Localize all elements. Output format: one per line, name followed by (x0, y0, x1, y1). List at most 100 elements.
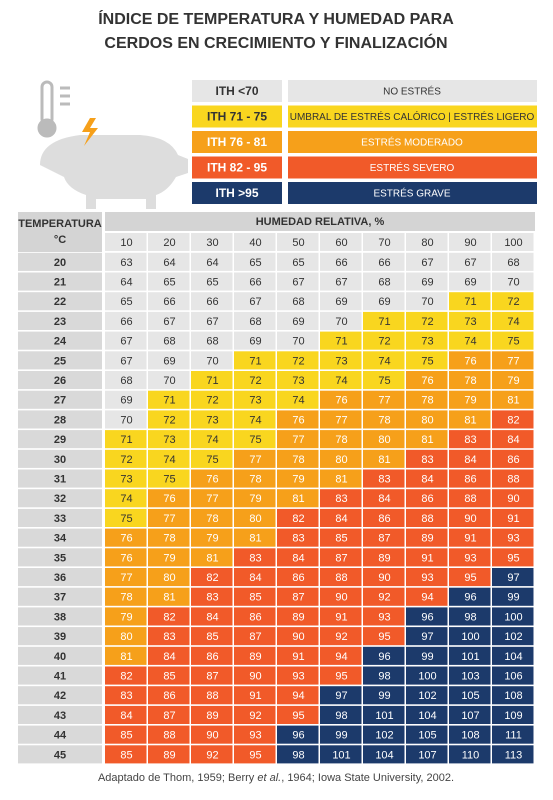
ith-cell (191, 430, 233, 449)
ith-value: 86 (378, 513, 390, 525)
ith-value: 67 (249, 296, 261, 308)
ith-value: 99 (507, 592, 519, 604)
ith-cell (320, 686, 362, 705)
ith-value: 77 (206, 493, 218, 505)
ith-value: 111 (505, 730, 522, 742)
ith-value: 80 (335, 454, 347, 466)
ith-value: 72 (249, 375, 261, 387)
ith-value: 83 (206, 592, 218, 604)
ith-value: 80 (421, 414, 433, 426)
temp-cell (18, 646, 102, 665)
ith-cell (406, 745, 448, 764)
ith-value: 77 (378, 395, 390, 407)
legend-desc-box (288, 105, 537, 128)
ith-cell (363, 508, 405, 527)
ith-value: 93 (464, 552, 476, 564)
ith-value: 84 (464, 454, 476, 466)
temp-cell (18, 508, 102, 527)
ith-cell (449, 528, 491, 547)
temp-cell (18, 725, 102, 744)
ith-value: 76 (464, 355, 476, 367)
ith-cell (277, 666, 319, 685)
temperature: 30 (54, 454, 66, 466)
ith-value: 66 (249, 276, 261, 288)
legend-description: UMBRAL DE ESTRÉS CALÓRICO | ESTRÉS LIGER… (290, 110, 535, 123)
ith-value: 72 (163, 414, 175, 426)
ith-value: 74 (206, 434, 218, 446)
ith-value: 70 (163, 375, 175, 387)
ith-cell (492, 646, 534, 665)
ith-cell (492, 607, 534, 626)
temp-cell (18, 528, 102, 547)
legend-desc-box (288, 80, 537, 102)
temp-cell (18, 410, 102, 429)
ith-cell (105, 705, 147, 724)
ith-cell (105, 607, 147, 626)
ith-value: 68 (163, 336, 175, 348)
ith-cell (492, 568, 534, 587)
ith-value: 86 (206, 651, 218, 663)
legend-swatch (192, 105, 282, 128)
temperature: 25 (54, 355, 66, 367)
ith-value: 91 (292, 651, 304, 663)
ith-cell (492, 292, 534, 311)
ith-value: 92 (249, 710, 261, 722)
ith-value: 87 (378, 533, 390, 545)
ith-value: 96 (378, 651, 390, 663)
ith-cell (492, 430, 534, 449)
temperature: 45 (54, 749, 66, 761)
ith-value: 110 (462, 749, 480, 761)
ith-cell (449, 666, 491, 685)
ith-cell (492, 745, 534, 764)
ith-value: 79 (292, 473, 304, 485)
temperature: 44 (54, 730, 67, 742)
ith-cell (105, 292, 147, 311)
ith-cell (234, 607, 276, 626)
column-header: HUMEDAD RELATIVA, % (256, 216, 385, 228)
ith-value: 106 (504, 670, 522, 682)
ith-cell (492, 410, 534, 429)
ith-cell (320, 331, 362, 350)
temperature: 38 (54, 611, 66, 623)
ith-value: 77 (249, 454, 261, 466)
ith-value: 81 (292, 493, 304, 505)
ith-cell (277, 252, 319, 271)
ith-value: 79 (507, 375, 519, 387)
legend-description: ESTRÉS SEVERO (370, 161, 455, 174)
legend-swatch (192, 80, 282, 102)
ith-value: 88 (163, 730, 175, 742)
ith-value: 69 (335, 296, 347, 308)
ith-value: 78 (163, 533, 175, 545)
ith-cell (105, 449, 147, 468)
ith-cell (148, 292, 190, 311)
ith-value: 74 (249, 414, 261, 426)
ith-value: 66 (378, 257, 390, 269)
legend-description: NO ESTRÉS (383, 85, 441, 98)
humidity: 40 (249, 237, 261, 249)
ith-value: 109 (504, 710, 522, 722)
ith-cell (277, 528, 319, 547)
ith-cell (449, 252, 491, 271)
ith-value: 68 (507, 257, 519, 269)
ith-value: 82 (163, 611, 175, 623)
ith-value: 98 (292, 749, 304, 761)
ith-cell (277, 548, 319, 567)
ith-value: 78 (292, 454, 304, 466)
ith-value: 74 (464, 336, 476, 348)
ith-cell (234, 292, 276, 311)
ith-cell (277, 351, 319, 370)
ith-cell (449, 410, 491, 429)
ith-value: 102 (504, 631, 522, 643)
ith-value: 75 (249, 434, 261, 446)
ith-value: 81 (163, 592, 175, 604)
ith-value: 78 (335, 434, 347, 446)
ith-cell (105, 666, 147, 685)
ith-cell (406, 705, 448, 724)
ith-value: 72 (292, 355, 304, 367)
ith-value: 100 (504, 611, 522, 623)
ith-value: 98 (378, 670, 390, 682)
ith-cell (320, 371, 362, 390)
ith-cell (320, 725, 362, 744)
ith-cell (406, 469, 448, 488)
ith-value: 84 (421, 473, 433, 485)
